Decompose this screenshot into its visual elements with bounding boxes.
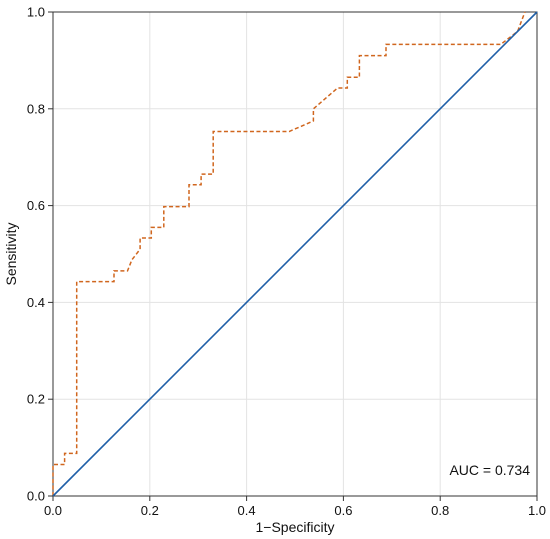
x-tick-label: 0.4	[238, 503, 256, 518]
y-tick-label: 0.2	[27, 392, 45, 407]
x-tick-label: 0.8	[431, 503, 449, 518]
y-axis-label: Sensitivity	[3, 222, 19, 285]
x-tick-label: 0.2	[141, 503, 159, 518]
y-tick-label: 0.0	[27, 489, 45, 504]
reference-line	[52, 11, 538, 497]
x-tick-label: 1.0	[528, 503, 546, 518]
y-tick-label: 1.0	[27, 5, 45, 20]
x-axis-ticks: 0.0 0.2 0.4 0.6 0.8 1.0	[44, 496, 546, 518]
roc-curve	[52, 11, 526, 496]
y-tick-label: 0.4	[27, 295, 45, 310]
plot-frame	[52, 11, 538, 497]
series-layer	[52, 11, 538, 497]
x-tick-label: 0.6	[334, 503, 352, 518]
x-tick-label: 0.0	[44, 503, 62, 518]
grid	[53, 12, 537, 496]
y-axis-ticks: 0.0 0.2 0.4 0.6 0.8 1.0	[27, 5, 53, 504]
x-axis-label: 1−Specificity	[256, 519, 335, 535]
y-tick-label: 0.8	[27, 101, 45, 116]
y-tick-label: 0.6	[27, 198, 45, 213]
auc-annotation: AUC = 0.734	[449, 462, 530, 478]
